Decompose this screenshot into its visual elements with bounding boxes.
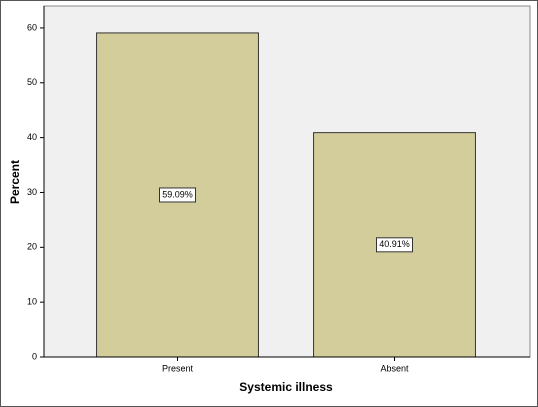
value-label: 40.91% [379,239,410,249]
y-tick-label: 20 [27,242,37,252]
value-label: 59.09% [162,189,193,199]
y-tick-label: 60 [27,22,37,32]
x-tick-label: Absent [380,363,409,373]
x-axis-title: Systemic illness [239,380,333,394]
y-tick-label: 0 [32,351,37,361]
y-tick-label: 10 [27,297,37,307]
x-tick-label: Present [162,363,194,373]
y-tick-label: 40 [27,132,37,142]
y-tick-label: 50 [27,77,37,87]
y-tick-label: 30 [27,187,37,197]
value-label-box [376,237,413,253]
value-label-box [159,187,196,203]
y-axis-title: Percent [8,160,22,204]
